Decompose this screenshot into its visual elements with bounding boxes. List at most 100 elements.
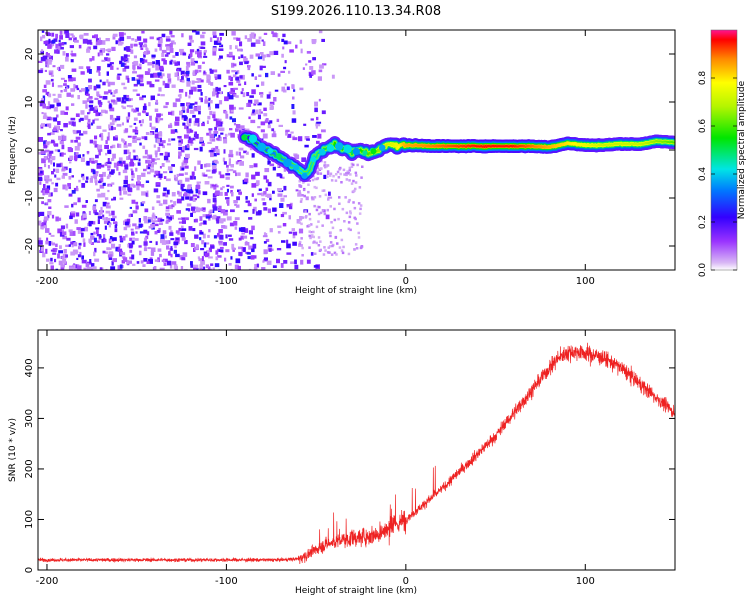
- spectrogram-speckle: [340, 238, 344, 242]
- spectrogram-speckle: [165, 35, 170, 40]
- spectrogram-speckle: [203, 220, 207, 225]
- spectrogram-speckle: [101, 238, 105, 243]
- spectrogram-speckle: [313, 185, 316, 189]
- spectrogram-speckle: [317, 76, 322, 81]
- spectrogram-speckle: [230, 190, 233, 194]
- spectrogram-speckle: [93, 209, 97, 214]
- spectrogram-speckle: [187, 104, 189, 109]
- spectrogram-speckle: [171, 84, 176, 88]
- spectrogram-speckle: [190, 58, 195, 63]
- spectrogram-speckle: [217, 255, 222, 258]
- spectrogram-speckle: [199, 79, 204, 83]
- spectrogram-ridge-blob: [318, 148, 326, 156]
- spectrogram-speckle: [84, 90, 89, 96]
- spectrogram-speckle: [251, 248, 255, 253]
- spectrogram-speckle: [69, 231, 73, 236]
- spectrogram-speckle: [43, 40, 49, 45]
- spectrogram-speckle: [96, 91, 100, 97]
- spectrogram-speckle: [64, 205, 69, 208]
- spectrogram-speckle: [118, 41, 124, 45]
- spectrogram-speckle: [265, 72, 269, 78]
- spectrogram-speckle: [228, 263, 232, 266]
- spectrogram-speckle: [203, 49, 207, 53]
- spectrogram-speckle: [178, 179, 183, 184]
- spectrogram-speckle: [128, 260, 132, 264]
- spectrogram-speckle: [125, 75, 129, 80]
- spectrogram-speckle: [155, 99, 158, 104]
- spectrogram-speckle: [311, 39, 317, 43]
- spectrogram-speckle: [267, 181, 272, 187]
- spectrogram-speckle: [207, 266, 211, 270]
- spectrogram-speckle: [58, 260, 64, 266]
- spectrogram-speckle: [171, 192, 176, 197]
- spectrogram-speckle: [359, 207, 362, 211]
- spectrogram-speckle: [61, 144, 65, 150]
- spectrogram-speckle: [142, 155, 147, 159]
- spectrogram-speckle: [167, 78, 172, 84]
- spectrogram-speckle: [192, 70, 196, 76]
- spectrogram-speckle: [199, 237, 202, 241]
- spectrogram-speckle: [145, 132, 149, 135]
- spectrogram-speckle: [58, 135, 63, 141]
- spectrogram-speckle: [121, 138, 124, 142]
- spectrogram-speckle: [310, 196, 314, 199]
- spectrogram-speckle: [244, 178, 248, 182]
- spectrogram-speckle: [100, 267, 103, 270]
- spectrogram-speckle: [139, 78, 143, 81]
- spectrogram-speckle: [122, 169, 128, 174]
- spectrogram-speckle: [127, 183, 131, 188]
- spectrogram-speckle: [240, 125, 245, 130]
- spectrogram-speckle: [154, 108, 159, 112]
- spectrogram-speckle: [216, 40, 221, 44]
- spectrogram-speckle: [135, 201, 139, 205]
- spectrogram-speckle: [263, 107, 267, 111]
- spectrogram-speckle: [123, 32, 126, 36]
- spectrogram-speckle: [127, 135, 132, 138]
- spectrogram-speckle: [321, 209, 325, 212]
- spectrogram-speckle: [280, 214, 285, 218]
- spectrogram-speckle: [196, 184, 201, 189]
- spectrogram-speckle: [105, 49, 111, 52]
- spectrogram-speckle: [202, 209, 206, 212]
- spectrogram-speckle: [53, 143, 59, 147]
- spectrogram-speckle: [61, 229, 64, 234]
- spectrogram-speckle: [40, 170, 43, 174]
- spectrogram-speckle: [312, 57, 316, 61]
- spectrogram-speckle: [146, 190, 149, 194]
- spectrogram-speckle: [85, 93, 90, 96]
- spectrogram-speckle: [98, 213, 102, 216]
- spectrogram-speckle: [349, 212, 352, 215]
- spectrogram-speckle: [50, 234, 55, 237]
- spectrogram-speckle: [164, 54, 169, 57]
- spectrogram-speckle: [260, 121, 266, 126]
- spectrogram-speckle: [153, 220, 158, 223]
- spectrogram-speckle: [192, 174, 195, 180]
- spectrogram-speckle: [291, 228, 295, 231]
- spectrogram-speckle: [40, 50, 44, 54]
- spectrogram-speckle: [228, 234, 232, 237]
- spectrogram-speckle: [178, 140, 183, 143]
- spectrogram-speckle: [118, 171, 121, 176]
- spectrogram-speckle: [76, 130, 81, 134]
- spectrogram-speckle: [186, 128, 191, 134]
- spectrogram-speckle: [338, 246, 342, 249]
- spectrogram-speckle: [166, 46, 170, 51]
- spectrogram-speckle: [353, 206, 357, 210]
- spectrogram-speckle: [187, 185, 192, 189]
- spectrogram-speckle: [219, 218, 224, 224]
- spectrogram-speckle: [87, 122, 91, 125]
- spectrogram-speckle: [313, 265, 319, 268]
- spectrogram-speckle: [286, 243, 291, 249]
- spectrogram-speckle: [155, 116, 161, 122]
- spectrogram-speckle: [231, 70, 237, 73]
- spectrogram-speckle: [189, 175, 193, 180]
- spectrogram-speckle: [212, 197, 217, 203]
- spectrogram-speckle: [58, 46, 64, 50]
- spectrogram-speckle: [53, 117, 58, 122]
- spectrogram-speckle: [104, 225, 107, 230]
- spectrogram-speckle: [131, 170, 134, 176]
- spectrogram-speckle: [120, 62, 125, 67]
- spectrogram-speckle: [99, 134, 102, 138]
- spectrogram-speckle: [236, 70, 240, 74]
- spectrogram-speckle: [267, 125, 271, 129]
